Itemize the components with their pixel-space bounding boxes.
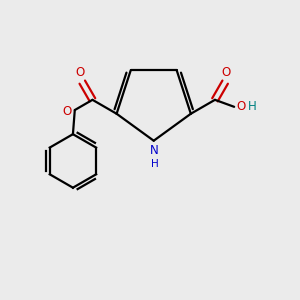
Text: N: N xyxy=(150,144,159,157)
Text: O: O xyxy=(236,100,245,112)
Text: O: O xyxy=(76,66,85,79)
Text: H: H xyxy=(248,100,257,112)
Text: O: O xyxy=(63,105,72,119)
Text: H: H xyxy=(151,159,158,169)
Text: O: O xyxy=(222,66,231,79)
